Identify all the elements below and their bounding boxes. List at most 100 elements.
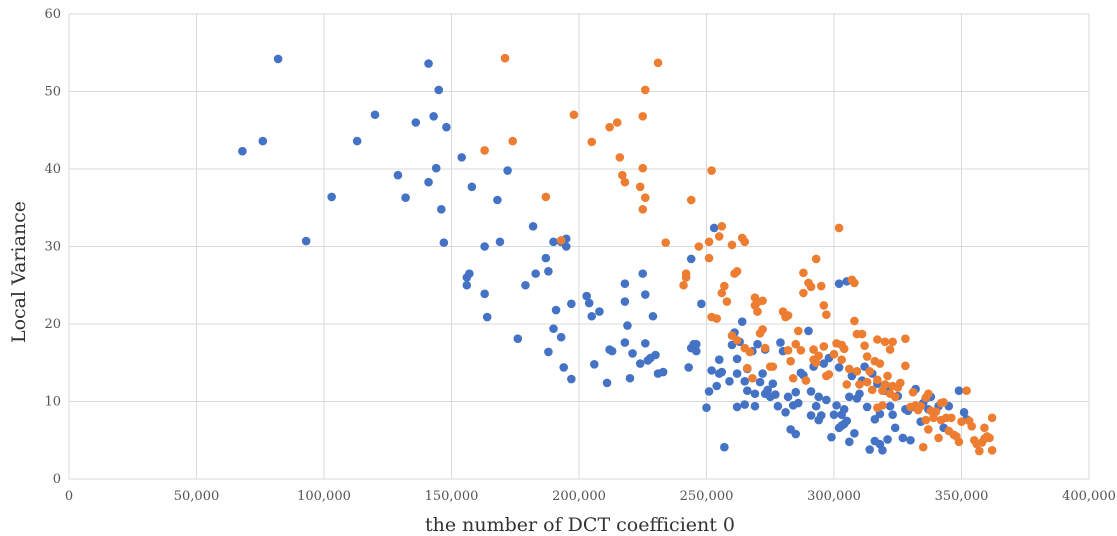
orange-data-point	[783, 346, 793, 355]
blue-data-point	[528, 222, 538, 231]
blue-data-point	[773, 401, 783, 411]
blue-data-point	[750, 401, 760, 411]
blue-data-point	[714, 355, 724, 364]
orange-data-point	[845, 364, 854, 374]
blue-data-point	[587, 311, 597, 321]
blue-data-point	[513, 334, 523, 344]
orange-data-point	[954, 437, 964, 447]
blue-data-point	[834, 279, 844, 289]
blue-data-point	[493, 195, 502, 205]
blue-data-point	[906, 435, 915, 445]
blue-data-point	[301, 236, 311, 246]
orange-data-point	[635, 182, 645, 192]
blue-data-point	[845, 392, 854, 402]
y-tick-label: 60	[44, 7, 61, 22]
blue-data-point	[559, 363, 568, 372]
orange-data-point	[556, 236, 566, 245]
blue-data-point	[544, 347, 553, 357]
blue-data-point	[898, 433, 908, 443]
orange-data-point	[732, 335, 742, 345]
orange-data-point	[605, 122, 614, 132]
blue-data-point	[737, 317, 747, 326]
orange-data-point	[722, 297, 732, 306]
blue-data-point	[393, 170, 403, 180]
orange-data-point	[753, 307, 762, 316]
orange-data-point	[809, 345, 818, 354]
gridlines	[68, 13, 1090, 480]
orange-data-point	[612, 118, 622, 127]
orange-data-point	[934, 433, 943, 443]
orange-data-point	[569, 110, 579, 120]
blue-data-point	[595, 307, 604, 316]
blue-data-point	[702, 403, 711, 413]
orange-data-point	[987, 446, 997, 455]
blue-data-point	[791, 429, 801, 439]
orange-data-point	[587, 137, 597, 147]
x-tick-label: 350,000	[935, 489, 989, 504]
data-points	[238, 53, 997, 456]
blue-data-point	[457, 153, 467, 162]
blue-data-point	[806, 387, 816, 396]
blue-data-point	[434, 85, 444, 95]
orange-data-point	[714, 232, 724, 241]
x-tick-label: 300,000	[807, 489, 861, 504]
x-tick-label: 250,000	[680, 489, 734, 504]
orange-data-point	[829, 349, 839, 359]
orange-data-point	[862, 352, 872, 361]
blue-data-point	[750, 389, 760, 399]
blue-data-point	[878, 446, 887, 455]
orange-data-point	[985, 433, 994, 443]
orange-data-point	[720, 281, 729, 291]
orange-data-point	[873, 375, 882, 385]
blue-data-point	[437, 205, 446, 214]
blue-data-point	[832, 401, 841, 410]
orange-data-point	[890, 392, 900, 402]
blue-data-point	[551, 305, 561, 315]
y-axis-title: Local Variance	[8, 201, 30, 343]
blue-data-point	[725, 377, 734, 386]
y-tick-label: 0	[53, 472, 61, 487]
x-tick-label: 150,000	[425, 489, 479, 504]
blue-data-point	[480, 242, 489, 251]
orange-data-point	[508, 136, 517, 146]
orange-data-point	[758, 325, 767, 334]
x-tick-label: 0	[65, 489, 73, 504]
blue-data-point	[732, 402, 742, 412]
blue-data-point	[707, 366, 716, 375]
blue-data-point	[503, 166, 512, 175]
blue-data-point	[352, 136, 362, 146]
orange-data-point	[908, 387, 918, 397]
orange-data-point	[901, 334, 910, 344]
orange-data-point	[880, 380, 890, 389]
orange-data-point	[748, 373, 757, 383]
orange-data-point	[885, 345, 895, 354]
x-tick-label: 50,000	[174, 489, 220, 504]
orange-data-point	[816, 281, 826, 291]
blue-data-point	[431, 163, 441, 173]
orange-data-point	[819, 301, 829, 310]
blue-data-point	[755, 377, 765, 387]
orange-data-point	[916, 401, 925, 411]
blue-data-point	[819, 359, 829, 368]
blue-data-point	[424, 59, 433, 68]
y-axis-tick-labels: 0 10 20 30 40 50 60	[44, 7, 61, 487]
blue-data-point	[544, 267, 553, 276]
orange-data-point	[842, 380, 852, 389]
orange-data-point	[987, 413, 997, 423]
blue-data-point	[791, 387, 801, 397]
orange-data-point	[924, 425, 933, 434]
orange-data-point	[883, 371, 892, 381]
blue-data-point	[549, 237, 558, 247]
orange-data-point	[850, 278, 859, 288]
blue-data-point	[740, 377, 750, 386]
orange-data-point	[694, 242, 704, 251]
orange-data-point	[862, 377, 872, 387]
orange-data-point	[980, 423, 989, 433]
x-tick-label: 200,000	[552, 489, 606, 504]
orange-data-point	[791, 339, 801, 349]
blue-data-point	[429, 112, 438, 121]
blue-data-point	[620, 297, 630, 306]
blue-data-point	[541, 253, 551, 263]
blue-data-point	[776, 338, 785, 347]
blue-data-point	[959, 408, 969, 417]
